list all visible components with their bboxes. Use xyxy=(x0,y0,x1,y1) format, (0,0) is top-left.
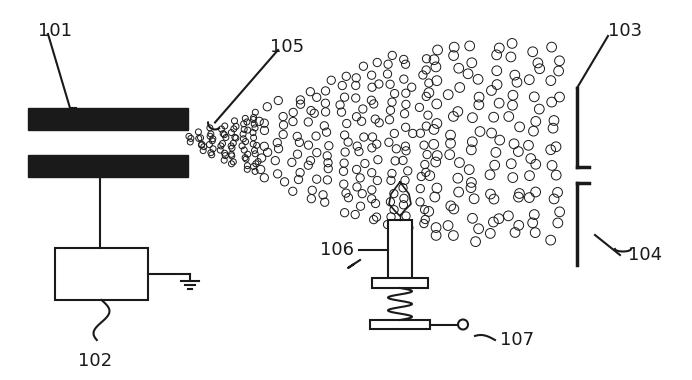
Bar xyxy=(370,320,430,329)
Bar xyxy=(55,248,148,300)
Text: 101: 101 xyxy=(38,22,72,40)
Text: 103: 103 xyxy=(608,22,642,40)
Text: 102: 102 xyxy=(78,352,112,370)
Text: 107: 107 xyxy=(500,331,534,349)
Text: 104: 104 xyxy=(628,246,662,264)
Text: 105: 105 xyxy=(270,38,304,56)
Bar xyxy=(372,278,428,288)
Text: 106: 106 xyxy=(320,241,354,259)
Bar xyxy=(28,108,188,130)
Bar xyxy=(28,155,188,177)
Bar xyxy=(388,220,412,278)
